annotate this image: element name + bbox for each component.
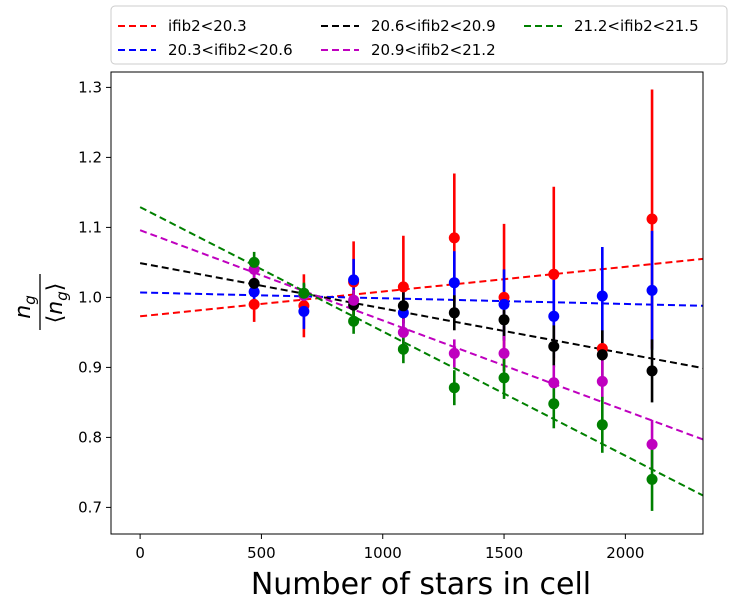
data-point-4-4 [448,382,460,394]
data-point-3-4 [448,347,460,359]
y-label-denominator: ⟨ng⟩ [43,283,71,324]
data-point-1-7 [596,290,608,302]
fit-line-3 [139,229,703,441]
y-axis-ticks: 0.7 0.8 0.9 1.0 1.1 1.2 1.3 [78,78,111,516]
data-point-2-8 [646,365,658,377]
legend-label-0: ifib2<20.3 [168,17,247,35]
data-point-0-4 [448,232,460,244]
data-point-1-1 [298,305,310,317]
data-point-3-5 [498,347,510,359]
fit-line-4 [139,206,703,497]
error-bars [252,89,654,511]
x-axis-ticks: 0 500 1000 1500 2000 [135,534,644,562]
data-point-4-2 [348,315,360,327]
plot-area-frame [110,71,704,535]
y-tick-label-4: 1.1 [78,218,102,236]
fit-line-1 [140,291,703,307]
data-point-2-0 [248,277,260,289]
data-point-3-3 [397,326,409,338]
x-tick-label-1: 500 [247,544,276,562]
fit-line-2 [139,262,703,370]
data-point-4-0 [248,256,260,268]
data-point-2-7 [596,349,608,361]
data-point-1-8 [646,284,658,296]
data-point-4-6 [548,398,560,410]
data-point-1-2 [348,274,360,286]
data-point-2-4 [448,307,460,319]
data-point-4-7 [596,419,608,431]
data-point-3-2 [348,294,360,306]
legend-label-2: 20.6<ifib2<20.9 [371,17,496,35]
x-axis-label: Number of stars in cell [251,567,591,602]
y-axis-label: ng ⟨ng⟩ [11,274,71,330]
x-tick-label-0: 0 [135,544,145,562]
y-tick-label-0: 0.7 [78,498,102,516]
fit-lines [139,206,703,497]
data-point-4-1 [298,287,310,299]
y-tick-label-2: 0.9 [78,358,102,376]
data-point-2-5 [498,314,510,326]
data-point-1-0 [248,286,260,298]
data-point-4-5 [498,372,510,384]
data-point-3-8 [646,438,658,450]
data-point-1-5 [498,298,510,310]
data-point-2-6 [548,340,560,352]
y-tick-label-3: 1.0 [78,288,102,306]
y-label-numerator: ng [11,295,39,318]
x-tick-label-3: 1500 [485,544,523,562]
data-point-4-3 [397,343,409,355]
y-tick-label-1: 0.8 [78,428,102,446]
legend-label-1: 20.3<ifib2<20.6 [168,41,293,59]
legend-label-3: 20.9<ifib2<21.2 [371,41,496,59]
y-tick-label-5: 1.2 [78,148,102,166]
data-point-3-7 [596,375,608,387]
data-point-0-0 [248,298,260,310]
x-tick-label-4: 2000 [606,544,644,562]
legend: ifib2<20.3 20.3<ifib2<20.6 20.6<ifib2<20.9… [110,5,728,65]
legend-box [110,5,728,65]
y-tick-label-6: 1.3 [78,78,102,96]
data-point-1-4 [448,277,460,289]
data-point-0-8 [646,213,658,225]
data-point-3-6 [548,377,560,389]
legend-label-4: 21.2<ifib2<21.5 [574,17,699,35]
data-point-1-6 [548,310,560,322]
data-point-0-3 [397,281,409,293]
fit-line-0 [140,257,703,318]
data-point-0-6 [548,268,560,280]
x-tick-label-2: 1000 [364,544,402,562]
data-points [248,213,658,485]
data-point-2-3 [397,300,409,312]
data-point-4-8 [646,473,658,485]
